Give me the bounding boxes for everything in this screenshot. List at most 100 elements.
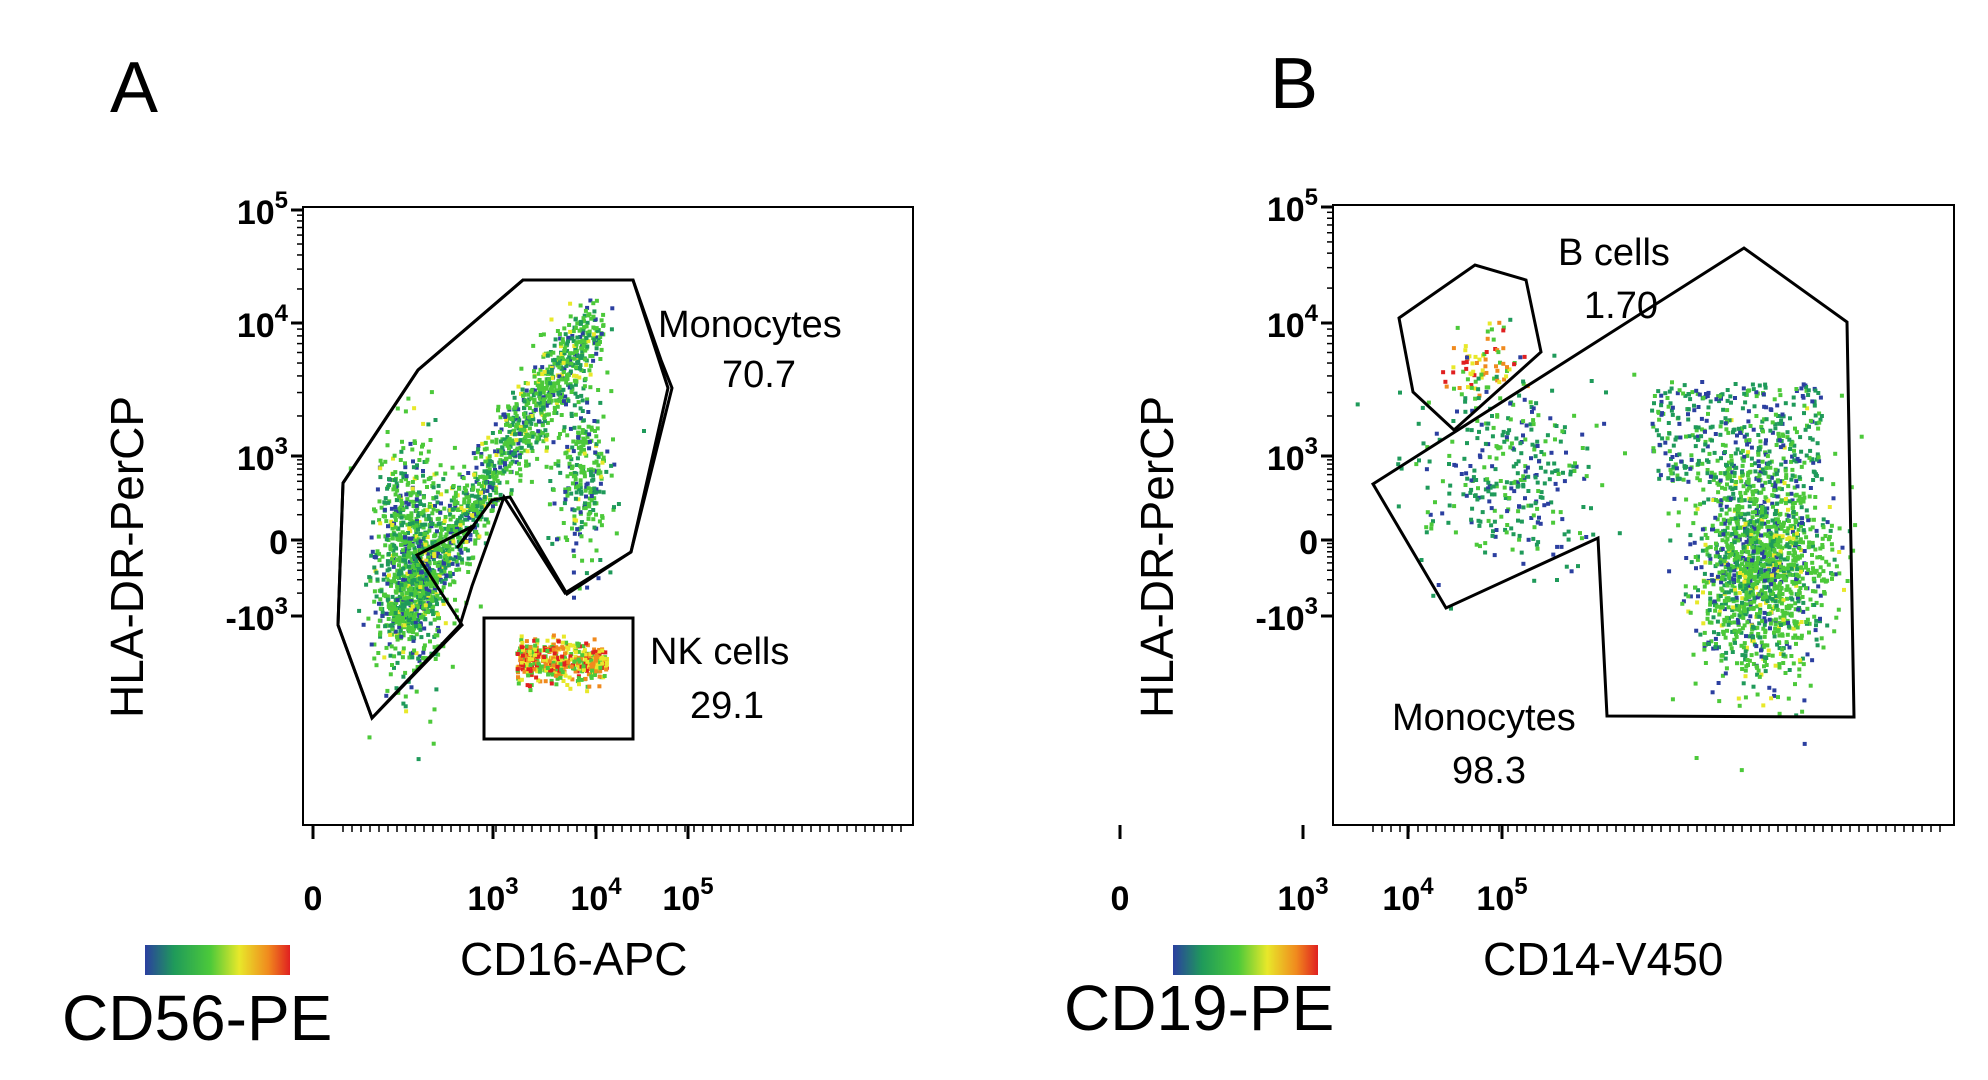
panel-b-monocyte-event [1713,645,1718,650]
panel-a-cd16-monocyte-event [584,453,589,458]
panel-b-monocyte-event [1516,483,1521,488]
panel-b-monocyte-event [1695,600,1700,605]
panel-b-monocyte-event [1797,566,1802,571]
panel-a-monocyte-event [570,336,575,341]
panel-b-monocyte-event [1708,599,1713,604]
panel-b-monocyte-event [1519,550,1524,555]
panel-b-monocyte-event [1807,544,1812,549]
panel-a-monocyte-event [573,326,578,330]
panel-b-monocyte-event [1761,626,1766,631]
panel-a-monocyte-event [468,506,473,511]
panel-a-monocyte-event [554,401,559,405]
panel-a-monocyte-event [421,525,426,530]
panel-a-cd16-monocyte-event [586,516,591,521]
panel-b-monocyte-event [1515,471,1520,476]
panel-a-monocyte-event [474,506,479,511]
panel-b-monocyte-event [1533,475,1538,480]
panel-a-cd16-monocyte-event [594,459,599,464]
panel-b-monocyte-event [1733,440,1738,445]
panel-a-monocyte-event [457,526,462,531]
panel-b-monocyte-event [1762,555,1766,560]
panel-a-nk-event [551,642,556,647]
panel-a-nk-event [536,661,541,666]
panel-b-b-cell-event [1473,354,1478,359]
panel-a-monocyte-event [470,513,475,518]
panel-a-monocyte-event [422,645,427,650]
panel-a-monocyte-event [593,317,598,322]
panel-a-monocyte-event [541,439,546,444]
panel-b-monocyte-event [1489,523,1494,528]
panel-a-monocyte-event [490,431,495,435]
panel-a-cd16-monocyte-event [562,425,567,430]
panel-b-monocyte-event [1785,555,1790,560]
panel-a-nk-event [526,662,531,667]
panel-a-monocyte-event [506,413,511,418]
panel-b-b-cell-event [1522,354,1527,359]
panel-b-monocyte-event [1816,584,1821,589]
panel-b-monocyte-event [1806,567,1811,572]
panel-a-monocyte-event [449,540,454,545]
panel-b-monocyte-event [1793,633,1798,638]
panel-b-monocyte-event [1767,685,1772,690]
panel-a-monocyte-event [397,563,401,568]
panel-a-cd16-monocyte-event [573,496,578,501]
panel-b-monocyte-event [1431,519,1435,524]
panel-a-monocyte-event [422,577,427,582]
panel-b-monocyte-event [1765,533,1770,538]
panel-a-cd16-monocyte-event [572,554,577,559]
panel-b-b-cell-event [1467,354,1472,359]
panel-a-nk-event [556,672,561,677]
panel-a-monocyte-event [406,601,411,606]
panel-a-monocyte-event [541,386,546,390]
panel-b-monocyte-event [1550,388,1555,393]
panel-b-monocyte-event [1778,615,1783,620]
panel-a-nk-event [535,640,540,645]
panel-a-monocyte-event [418,531,423,536]
panel-b-monocyte-event [1801,609,1806,614]
panel-a-nk-event [533,652,538,657]
panel-a-monocyte-event [504,422,508,427]
panel-b-monocyte-event [1743,674,1748,679]
panel-a-monocyte-event [529,479,534,484]
panel-b-monocyte-event [1782,566,1787,571]
panel-a-monocyte-event [407,545,412,549]
panel-a-cd16-monocyte-event [553,461,558,466]
panel-b-monocyte-event [1469,478,1474,483]
panel-a-cd16-monocyte-event [580,428,585,432]
panel-a-monocyte-event [395,526,400,531]
panel-b-b-cell-event [1483,364,1488,369]
panel-a-monocyte-event [391,487,396,492]
panel-b-monocyte-event [1763,628,1768,633]
panel-a-monocyte-event [377,551,382,556]
panel-b-monocyte-event [1698,502,1703,507]
panel-a-monocyte-event [454,608,459,613]
panel-a-monocyte-event [467,494,471,499]
panel-b-monocyte-event [1581,505,1586,509]
panel-b-monocyte-event [1800,516,1805,521]
panel-a-monocyte-event [415,463,419,468]
panel-b-monocyte-event [1768,535,1773,540]
panel-b-monocyte-event [1797,540,1802,545]
panel-b-monocyte-event [1717,555,1722,560]
panel-b-monocyte-event [1762,521,1767,526]
panel-a-monocyte-event [377,601,381,606]
panel-a-monocyte-event [591,332,596,337]
panel-a-nk-event [564,645,569,650]
panel-b-monocyte-event [1709,470,1714,475]
panel-a-monocyte-event [567,323,572,327]
panel-a-monocyte-event [432,570,437,574]
panel-a-monocyte-event [408,589,413,594]
panel-a-nk-event [600,655,605,660]
panel-b-monocyte-event [1814,528,1819,533]
panel-a-nk-event [537,669,542,674]
panel-b-monocyte-event [1705,616,1710,621]
panel-a-cd16-monocyte-event [568,471,573,476]
panel-a-monocyte-event [411,523,416,528]
panel-a-monocyte-event [560,337,565,342]
panel-a-monocyte-event [394,620,399,625]
panel-b-monocyte-event [1508,417,1513,422]
panel-a-monocyte-event [398,458,403,462]
panel-a-cd16-monocyte-event [574,481,579,486]
panel-b-monocyte-event [1769,542,1774,547]
panel-b-monocyte-event [1792,485,1797,490]
